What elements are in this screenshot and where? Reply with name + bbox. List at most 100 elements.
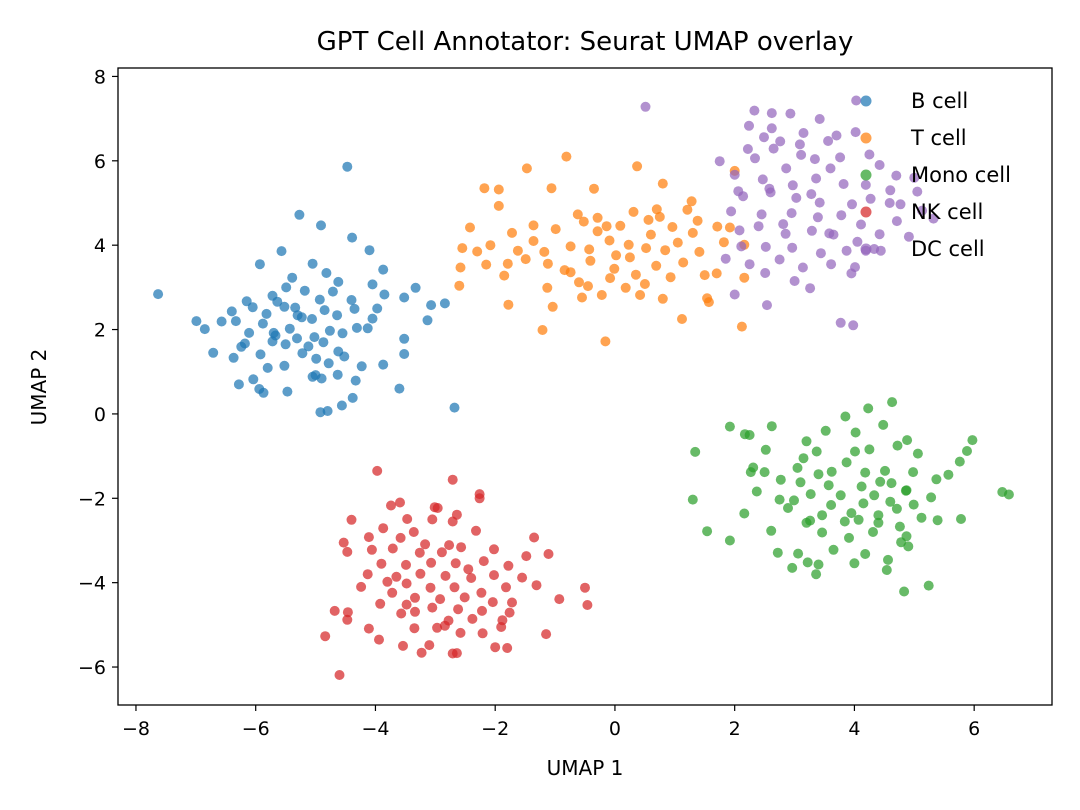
data-point bbox=[781, 163, 792, 174]
data-point bbox=[479, 183, 490, 194]
data-point bbox=[415, 568, 426, 579]
data-point bbox=[875, 245, 886, 256]
data-point bbox=[409, 623, 420, 634]
data-point bbox=[589, 183, 599, 194]
data-point bbox=[806, 189, 817, 200]
data-point bbox=[276, 246, 287, 257]
data-point bbox=[852, 236, 863, 247]
data-point bbox=[303, 341, 314, 352]
data-point bbox=[628, 206, 639, 217]
data-point bbox=[399, 349, 410, 359]
data-point bbox=[856, 219, 866, 230]
data-point bbox=[826, 259, 837, 270]
data-point bbox=[844, 532, 854, 543]
data-point bbox=[806, 225, 817, 236]
data-point bbox=[561, 151, 572, 162]
data-point bbox=[923, 580, 934, 591]
data-point bbox=[307, 371, 318, 382]
x-tick-label: 0 bbox=[609, 718, 621, 740]
points-layer bbox=[153, 95, 1014, 680]
data-point bbox=[477, 605, 487, 616]
data-point bbox=[699, 270, 710, 281]
data-point bbox=[883, 554, 893, 565]
data-point bbox=[805, 283, 816, 294]
data-point bbox=[262, 362, 273, 373]
legend-label: Mono cell bbox=[911, 163, 1011, 187]
data-point bbox=[902, 435, 913, 446]
data-point bbox=[356, 581, 367, 592]
data-point bbox=[281, 282, 292, 293]
data-point bbox=[736, 241, 747, 252]
data-point bbox=[813, 469, 824, 480]
series-b-cell bbox=[153, 161, 460, 418]
data-point bbox=[456, 542, 467, 553]
data-point bbox=[399, 292, 410, 303]
data-point bbox=[410, 282, 421, 293]
data-point bbox=[332, 310, 343, 321]
data-point bbox=[775, 136, 786, 147]
data-point bbox=[774, 254, 785, 265]
data-point bbox=[657, 293, 668, 304]
data-point bbox=[623, 239, 634, 250]
data-point bbox=[351, 322, 362, 333]
data-point bbox=[320, 631, 331, 642]
legend: B cell T cell Mono cell NK cell DC cell bbox=[860, 89, 1011, 261]
data-point bbox=[503, 299, 514, 310]
data-point bbox=[230, 316, 241, 327]
data-point bbox=[476, 587, 487, 598]
data-point bbox=[372, 303, 383, 314]
data-point bbox=[703, 297, 714, 308]
legend-label: DC cell bbox=[911, 237, 985, 261]
data-point bbox=[258, 387, 269, 398]
data-point bbox=[261, 308, 272, 319]
data-point bbox=[739, 508, 750, 519]
data-point bbox=[279, 301, 290, 312]
data-point bbox=[501, 582, 511, 593]
data-point bbox=[362, 323, 373, 334]
data-point bbox=[440, 570, 451, 581]
data-point bbox=[734, 225, 745, 236]
data-point bbox=[894, 521, 905, 532]
data-point bbox=[439, 298, 450, 309]
x-tick-label: −4 bbox=[361, 718, 389, 740]
data-point bbox=[332, 369, 343, 380]
data-point bbox=[323, 358, 334, 369]
y-axis: −6 −4 −2 0 2 4 6 8 bbox=[78, 66, 118, 679]
data-point bbox=[783, 503, 793, 513]
data-point bbox=[848, 320, 859, 331]
data-point bbox=[764, 183, 775, 194]
data-point bbox=[410, 606, 420, 617]
data-point bbox=[687, 494, 698, 505]
data-point bbox=[449, 582, 460, 593]
data-point bbox=[796, 149, 807, 160]
data-point bbox=[805, 489, 816, 500]
data-point bbox=[367, 279, 378, 290]
x-tick-label: 2 bbox=[729, 718, 741, 740]
data-point bbox=[733, 186, 744, 197]
data-point bbox=[912, 186, 923, 197]
data-point bbox=[860, 467, 871, 478]
data-point bbox=[823, 480, 834, 491]
x-tick-label: 6 bbox=[968, 718, 980, 740]
data-point bbox=[529, 532, 540, 543]
data-point bbox=[541, 629, 552, 640]
data-point bbox=[255, 349, 266, 360]
data-point bbox=[814, 114, 825, 124]
data-point bbox=[714, 156, 725, 167]
data-point bbox=[583, 281, 593, 292]
data-point bbox=[824, 228, 835, 239]
data-point bbox=[901, 531, 912, 542]
data-point bbox=[342, 546, 353, 557]
data-point bbox=[334, 670, 345, 680]
data-point bbox=[908, 467, 919, 478]
series-t-cell bbox=[454, 151, 750, 347]
data-point bbox=[244, 327, 255, 338]
data-point bbox=[374, 634, 384, 645]
data-point bbox=[349, 303, 360, 314]
y-tick-label: 4 bbox=[94, 235, 106, 257]
data-point bbox=[424, 640, 435, 651]
data-point bbox=[851, 95, 862, 106]
y-tick-label: −6 bbox=[78, 657, 106, 679]
data-point bbox=[692, 215, 703, 226]
